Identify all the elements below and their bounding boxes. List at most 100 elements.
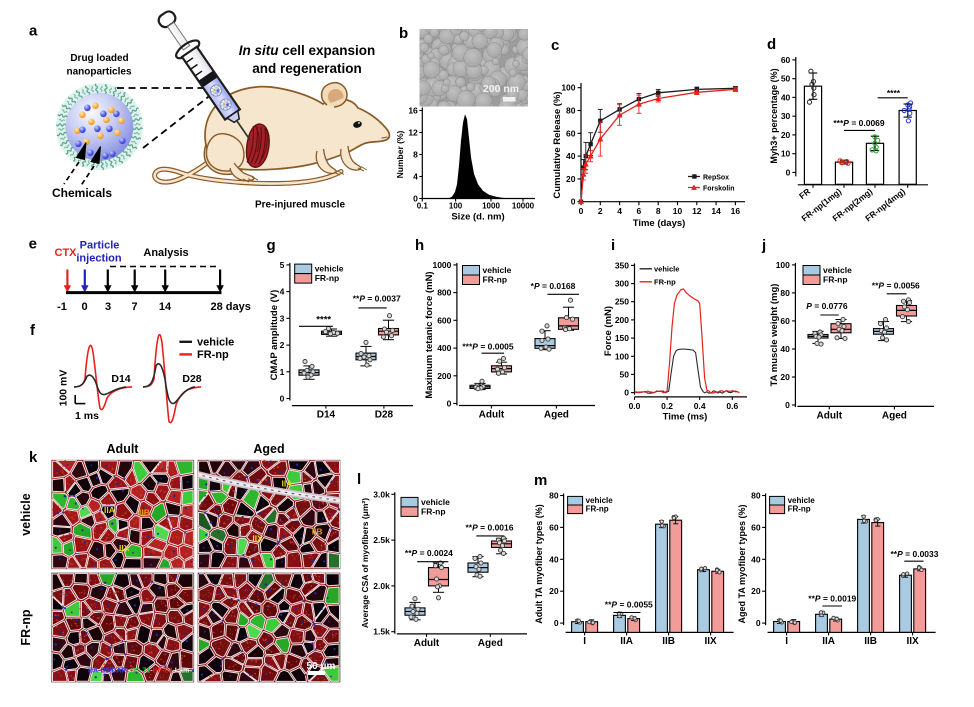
svg-text:7: 7 [131, 301, 137, 313]
svg-text:100: 100 [615, 351, 629, 361]
svg-text:injection: injection [76, 253, 122, 265]
svg-text:3: 3 [280, 313, 285, 323]
svg-text:IIA: IIA [104, 505, 115, 515]
svg-text:FR-np: FR-np [823, 275, 848, 285]
svg-text:10: 10 [781, 149, 791, 159]
svg-text:4: 4 [617, 206, 622, 216]
svg-text:14: 14 [159, 301, 172, 313]
svg-text:D28: D28 [375, 410, 394, 421]
svg-text:i: i [611, 237, 615, 254]
svg-text:Adult: Adult [414, 638, 440, 649]
svg-text:**P = 0.0033: **P = 0.0033 [891, 549, 939, 559]
svg-text:0: 0 [413, 194, 418, 204]
svg-text:50: 50 [620, 369, 630, 379]
svg-text:Aged TA myofiber types (%): Aged TA myofiber types (%) [737, 504, 747, 623]
svg-text:FR-np: FR-np [586, 505, 609, 514]
svg-text:2.5k: 2.5k [373, 535, 390, 545]
svg-text:0: 0 [756, 618, 761, 628]
svg-text:60: 60 [751, 522, 761, 532]
svg-text:1000: 1000 [432, 260, 451, 270]
svg-text:vehicle: vehicle [197, 337, 234, 349]
svg-text:k: k [29, 449, 38, 466]
svg-text:vehicle: vehicle [483, 265, 512, 275]
svg-text:**P = 0.0055: **P = 0.0055 [605, 600, 653, 610]
svg-text:Chemicals: Chemicals [52, 186, 112, 200]
svg-text:FR-np: FR-np [19, 609, 33, 645]
svg-text:D14: D14 [317, 410, 336, 421]
svg-text:14: 14 [711, 206, 721, 216]
svg-text:*P = 0.0168: *P = 0.0168 [531, 281, 576, 291]
svg-text:Maximum tetanic force (mN): Maximum tetanic force (mN) [424, 271, 435, 398]
svg-text:40: 40 [780, 344, 790, 354]
svg-text:1 ms: 1 ms [75, 410, 99, 422]
svg-text:80: 80 [780, 288, 790, 298]
svg-text:12: 12 [408, 128, 418, 138]
svg-text:0: 0 [579, 206, 584, 216]
svg-text:f: f [30, 322, 36, 339]
svg-text:IIB: IIB [312, 527, 323, 537]
svg-text:FR: FR [797, 186, 812, 201]
svg-text:200 nm: 200 nm [483, 83, 519, 95]
svg-text:Drug loaded: Drug loaded [70, 53, 128, 64]
svg-text:40: 40 [751, 554, 761, 564]
svg-text:FR-np: FR-np [315, 273, 340, 283]
svg-text:IIX: IIX [252, 534, 263, 544]
svg-text:2: 2 [280, 340, 285, 350]
svg-text:Adult TA myofiber types (%): Adult TA myofiber types (%) [534, 504, 544, 624]
svg-text:Size (d. nm): Size (d. nm) [451, 212, 504, 223]
svg-text:Aged: Aged [544, 410, 569, 421]
svg-text:c: c [551, 37, 559, 54]
svg-text:Particle: Particle [80, 240, 120, 252]
svg-text:0: 0 [81, 301, 87, 313]
svg-text:**P = 0.0016: **P = 0.0016 [466, 523, 514, 533]
svg-text:****: **** [316, 315, 331, 326]
svg-text:250: 250 [615, 297, 629, 307]
svg-text:50 μm: 50 μm [307, 661, 336, 672]
svg-text:FR-np: FR-np [421, 506, 446, 516]
svg-text:10000: 10000 [512, 202, 535, 211]
svg-text:80: 80 [549, 491, 559, 501]
svg-text:0.2: 0.2 [661, 401, 673, 411]
svg-text:Analysis: Analysis [143, 247, 188, 259]
svg-text:I: I [583, 636, 586, 647]
svg-text:4: 4 [280, 287, 285, 297]
svg-text:0.6: 0.6 [726, 401, 738, 411]
svg-text:Myh3+ percentage (%): Myh3+ percentage (%) [769, 68, 779, 163]
svg-text:Adult: Adult [479, 410, 505, 421]
svg-text:Cumulative Release (%): Cumulative Release (%) [552, 91, 563, 198]
svg-text:TA muscle weight (mg): TA muscle weight (mg) [769, 284, 780, 387]
svg-text:1.5k: 1.5k [373, 627, 390, 637]
svg-text:0.1: 0.1 [417, 202, 429, 211]
svg-text:vehicle: vehicle [421, 497, 450, 507]
svg-text:Adult: Adult [817, 411, 843, 422]
svg-text:60: 60 [549, 522, 559, 532]
svg-text:a: a [29, 23, 38, 40]
svg-text:vehicle: vehicle [315, 264, 344, 274]
svg-text:****: **** [887, 88, 901, 98]
svg-text:Force (mN): Force (mN) [603, 306, 614, 356]
svg-text:Aged: Aged [882, 411, 907, 422]
svg-text:8: 8 [413, 150, 418, 160]
svg-text:IIX: IIX [119, 543, 130, 553]
svg-text:IIA: IIA [822, 636, 835, 647]
svg-text:0.4: 0.4 [694, 401, 706, 411]
svg-text:Pre-injured muscle: Pre-injured muscle [255, 200, 345, 211]
svg-text:100: 100 [449, 202, 463, 211]
svg-text:40: 40 [781, 92, 791, 102]
svg-text:30: 30 [781, 111, 791, 121]
svg-text:-1: -1 [57, 301, 67, 313]
svg-text:16: 16 [731, 206, 741, 216]
svg-text:100: 100 [776, 260, 790, 270]
svg-text:60: 60 [566, 128, 576, 138]
svg-text:**P = 0.0024: **P = 0.0024 [405, 548, 453, 558]
svg-text:Forskolin: Forskolin [703, 186, 735, 193]
svg-text:Aged: Aged [253, 442, 284, 456]
svg-text:600: 600 [437, 315, 451, 325]
svg-text:IIB: IIB [662, 636, 675, 647]
svg-text:12: 12 [692, 206, 702, 216]
svg-text:BA-D5/DAPI-SC-71-BF-F3-Lam: BA-D5/DAPI-SC-71-BF-F3-Lam [88, 668, 189, 675]
svg-text:j: j [761, 237, 766, 254]
svg-text:0: 0 [571, 197, 576, 207]
svg-text:FR-np: FR-np [654, 278, 676, 287]
svg-text:CTX: CTX [55, 247, 78, 259]
